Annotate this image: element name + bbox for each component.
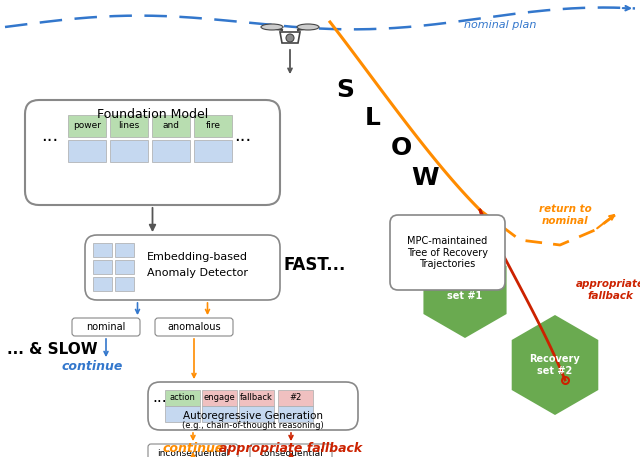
FancyBboxPatch shape bbox=[148, 382, 358, 430]
Bar bbox=[194, 140, 232, 162]
Text: continue: continue bbox=[163, 442, 224, 455]
Text: Foundation Model: Foundation Model bbox=[97, 107, 208, 121]
FancyBboxPatch shape bbox=[390, 215, 505, 290]
Bar bbox=[152, 140, 190, 162]
Ellipse shape bbox=[261, 24, 283, 30]
Text: W: W bbox=[411, 166, 439, 190]
Text: power: power bbox=[73, 122, 101, 131]
Bar bbox=[115, 260, 134, 274]
Text: engage: engage bbox=[204, 393, 236, 403]
Text: consequential: consequential bbox=[259, 448, 323, 457]
Bar bbox=[202, 390, 237, 406]
Text: and: and bbox=[163, 122, 179, 131]
Text: ... & SLOW: ... & SLOW bbox=[6, 342, 97, 357]
Bar bbox=[68, 115, 106, 137]
Bar bbox=[93, 243, 112, 257]
FancyBboxPatch shape bbox=[85, 235, 280, 300]
Bar bbox=[165, 406, 200, 422]
FancyBboxPatch shape bbox=[25, 100, 280, 205]
Bar bbox=[93, 277, 112, 291]
Text: anomalous: anomalous bbox=[167, 322, 221, 332]
Text: lines: lines bbox=[118, 122, 140, 131]
Bar bbox=[152, 115, 190, 137]
Polygon shape bbox=[424, 242, 507, 338]
Text: MPC-maintained
Tree of Recovery
Trajectories: MPC-maintained Tree of Recovery Trajecto… bbox=[407, 236, 488, 269]
FancyBboxPatch shape bbox=[72, 318, 140, 336]
Bar bbox=[165, 390, 200, 406]
Text: L: L bbox=[365, 106, 381, 130]
Text: ...: ... bbox=[234, 127, 252, 145]
Text: return to
nominal: return to nominal bbox=[539, 204, 591, 226]
Text: appropriate
fallback: appropriate fallback bbox=[575, 279, 640, 301]
FancyBboxPatch shape bbox=[250, 444, 332, 457]
Bar bbox=[202, 406, 237, 422]
Bar bbox=[110, 140, 148, 162]
Text: (e.g., chain-of-thought reasoning): (e.g., chain-of-thought reasoning) bbox=[182, 420, 324, 430]
Text: continue: continue bbox=[61, 360, 123, 373]
Text: Recovery
set #1: Recovery set #1 bbox=[440, 279, 490, 301]
Text: #2: #2 bbox=[289, 393, 301, 403]
Text: Autoregressive Generation: Autoregressive Generation bbox=[183, 411, 323, 421]
Text: fallback: fallback bbox=[240, 393, 273, 403]
Text: Recovery
set #2: Recovery set #2 bbox=[530, 354, 580, 376]
Text: S: S bbox=[336, 78, 354, 102]
Text: nominal plan: nominal plan bbox=[464, 20, 536, 30]
Bar bbox=[194, 115, 232, 137]
Text: Anomaly Detector: Anomaly Detector bbox=[147, 268, 248, 278]
Text: O: O bbox=[390, 136, 412, 160]
Text: Embedding-based: Embedding-based bbox=[147, 252, 248, 262]
Text: fire: fire bbox=[205, 122, 221, 131]
Text: FAST...: FAST... bbox=[284, 256, 346, 274]
Bar bbox=[93, 260, 112, 274]
Bar bbox=[239, 406, 274, 422]
Text: nominal: nominal bbox=[86, 322, 125, 332]
Ellipse shape bbox=[297, 24, 319, 30]
Bar bbox=[239, 390, 274, 406]
Text: ...: ... bbox=[153, 390, 167, 405]
Bar bbox=[68, 140, 106, 162]
Circle shape bbox=[286, 34, 294, 42]
Text: ...: ... bbox=[42, 127, 59, 145]
Bar bbox=[115, 243, 134, 257]
Text: appropriate fallback: appropriate fallback bbox=[220, 442, 363, 455]
Bar bbox=[278, 406, 313, 422]
Polygon shape bbox=[280, 32, 300, 43]
Bar bbox=[110, 115, 148, 137]
Polygon shape bbox=[512, 315, 598, 415]
Bar bbox=[115, 277, 134, 291]
Bar bbox=[278, 390, 313, 406]
Text: inconsequential: inconsequential bbox=[157, 448, 229, 457]
FancyBboxPatch shape bbox=[155, 318, 233, 336]
Text: action: action bbox=[170, 393, 195, 403]
FancyBboxPatch shape bbox=[148, 444, 238, 457]
